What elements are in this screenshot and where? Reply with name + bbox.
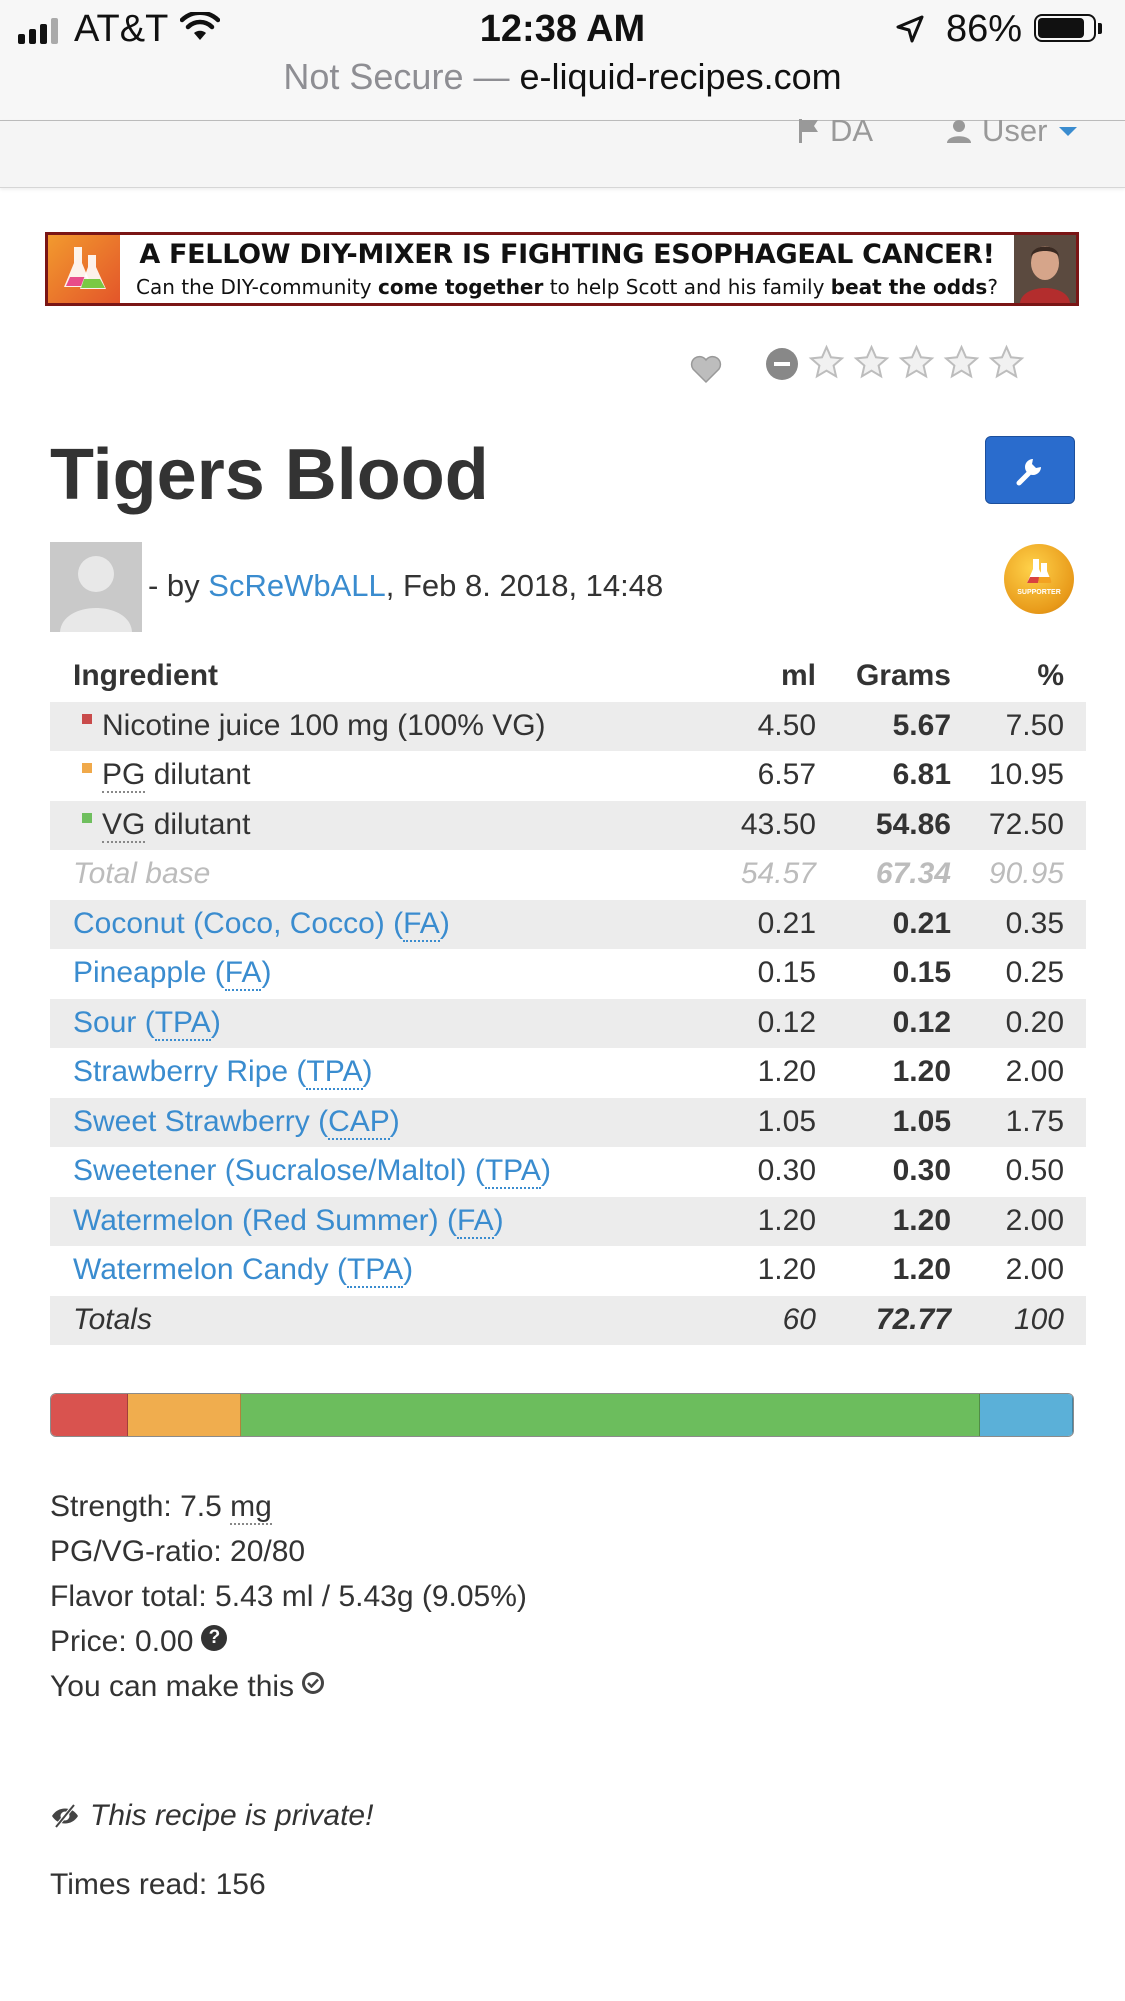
battery-cap: [1098, 23, 1102, 34]
clock: 12:38 AM: [479, 8, 646, 50]
address-bar[interactable]: Not Secure — e-liquid-recipes.com: [0, 56, 1125, 98]
cellular-signal-icon: [18, 18, 58, 44]
table-header: Ingredient ml Grams %: [73, 659, 1064, 692]
composition-segment-flavor: [979, 1394, 1073, 1436]
ingredient-table: Ingredient ml Grams % Nicotine juice 100…: [50, 652, 1086, 1345]
banner-headline: A FELLOW DIY-MIXER IS FIGHTING ESOPHAGEA…: [139, 239, 995, 270]
user-label: User: [982, 113, 1048, 148]
total-base-row: Total base 54.57 67.34 90.95: [73, 857, 1064, 890]
totals-row: Totals 60 72.77 100: [50, 1295, 1086, 1345]
supporter-badge: SUPPORTER: [1004, 544, 1074, 614]
cancer-fundraiser-banner[interactable]: A FELLOW DIY-MIXER IS FIGHTING ESOPHAGEA…: [45, 232, 1079, 306]
star-icon[interactable]: [898, 344, 935, 381]
clear-rating-icon[interactable]: [766, 348, 798, 380]
scott-photo: [1014, 235, 1076, 303]
recipe-title: Tigers Blood: [50, 435, 489, 515]
banner-subtext: Can the DIY-community come together to h…: [136, 275, 998, 299]
flag-icon: [799, 119, 818, 143]
favorite-heart-icon[interactable]: [690, 354, 722, 384]
composition-segment-pg: [128, 1394, 241, 1436]
carrier-name: AT&T: [74, 8, 169, 50]
composition-segment-nicotine: [51, 1394, 129, 1436]
flavor-total-stat: Flavor total: 5.43 ml / 5.43g (9.05%): [50, 1580, 527, 1613]
question-help-icon[interactable]: ?: [201, 1624, 228, 1651]
check-circle-icon: [302, 1671, 325, 1694]
flavor-row[interactable]: Pineapple (FA) 0.15 0.15 0.25: [73, 956, 1064, 991]
flavor-row[interactable]: Watermelon (Red Summer) (FA) 1.20 1.20 2.0…: [50, 1196, 1086, 1246]
dropdown-caret-icon: [1059, 126, 1078, 136]
site-navbar: DA User: [0, 113, 1125, 188]
composition-bar: [50, 1393, 1074, 1437]
flavor-row[interactable]: Strawberry Ripe (TPA) 1.20 1.20 2.00: [73, 1055, 1064, 1090]
flavor-row[interactable]: Coconut (Coco, Cocco) (FA) 0.21 0.21 0.35: [50, 899, 1086, 949]
recipe-stats: Strength: 7.5 mg PG/VG-ratio: 20/80 Flav…: [50, 1484, 527, 1709]
security-label: Not Secure —: [283, 56, 510, 97]
wrench-icon: [1016, 459, 1041, 486]
flask-logo-icon: [48, 235, 120, 303]
star-icon[interactable]: [988, 344, 1025, 381]
price-stat: Price: 0.00?: [50, 1619, 527, 1664]
color-swatch: [82, 763, 92, 774]
flavor-row[interactable]: Sweetener (Sucralose/Maltol) (TPA) 0.30 0…: [73, 1154, 1064, 1189]
flavor-row[interactable]: Sweet Strawberry (CAP) 1.05 1.05 1.75: [50, 1097, 1086, 1147]
table-row: Nicotine juice 100 mg (100% VG) 4.50 5.6…: [50, 701, 1086, 751]
battery-percentage: 86%: [946, 8, 1023, 50]
color-swatch: [82, 812, 92, 823]
star-icon[interactable]: [808, 344, 845, 381]
url-domain: e-liquid-recipes.com: [519, 56, 842, 97]
wifi-icon: [180, 12, 220, 40]
location-arrow-icon: [896, 15, 924, 43]
times-read: Times read: 156: [50, 1868, 266, 1901]
table-row: PG dilutant 6.57 6.81 10.95: [50, 751, 1086, 801]
star-icon[interactable]: [853, 344, 890, 381]
battery-icon: [1034, 14, 1096, 42]
star-rating[interactable]: [808, 344, 1025, 381]
user-menu[interactable]: User: [946, 113, 1078, 149]
color-swatch: [82, 713, 92, 724]
recipe-byline: - by ScReWbALL, Feb 8. 2018, 14:48: [148, 568, 664, 603]
flavor-row[interactable]: Watermelon Candy (TPA) 1.20 1.20 2.00: [73, 1253, 1064, 1288]
private-notice: This recipe is private!: [50, 1799, 373, 1833]
ratio-stat: PG/VG-ratio: 20/80: [50, 1535, 306, 1568]
strength-stat: Strength: 7.5 mg: [50, 1490, 272, 1525]
can-make-stat: You can make this: [50, 1664, 527, 1709]
status-bar: AT&T 12:38 AM 86% Not Secure — e-liquid-…: [0, 0, 1125, 120]
language-menu[interactable]: DA: [798, 113, 873, 149]
user-icon: [947, 120, 971, 143]
flavor-row[interactable]: Sour (TPA) 0.12 0.12 0.20: [50, 998, 1086, 1048]
composition-segment-vg: [240, 1394, 980, 1436]
flask-badge-icon: [1027, 559, 1052, 583]
eye-slash-icon: [52, 1803, 78, 1829]
author-avatar[interactable]: [50, 542, 142, 632]
star-icon[interactable]: [943, 344, 980, 381]
table-row: VG dilutant 43.50 54.86 72.50: [50, 800, 1086, 850]
edit-tools-button[interactable]: [985, 436, 1075, 504]
language-label: DA: [830, 113, 874, 148]
publish-date: , Feb 8. 2018, 14:48: [385, 568, 664, 603]
author-link[interactable]: ScReWbALL: [208, 568, 386, 603]
